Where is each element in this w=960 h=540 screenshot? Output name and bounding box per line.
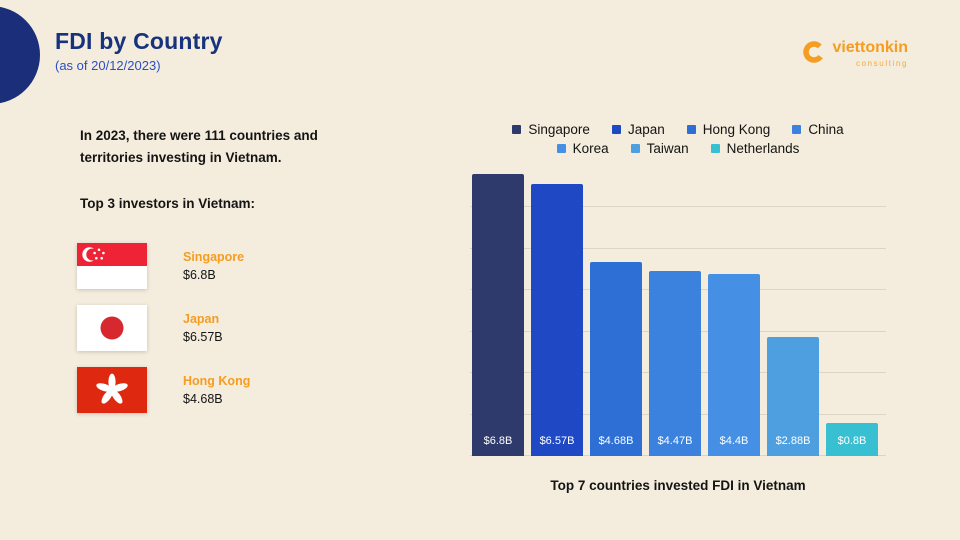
header: FDI by Country (as of 20/12/2023) <box>55 28 223 73</box>
gridline <box>470 247 886 249</box>
singapore-flag-icon <box>77 243 147 289</box>
investor-text: Singapore $6.8B <box>183 250 244 282</box>
investor-row: Singapore $6.8B <box>77 243 250 289</box>
legend-swatch <box>512 125 522 134</box>
bar-singapore: $6.8B <box>472 174 524 456</box>
legend-swatch <box>630 144 640 153</box>
legend-label: Netherlands <box>726 141 800 156</box>
investor-value: $6.8B <box>183 268 216 282</box>
legend-label: Japan <box>627 122 665 137</box>
legend-label: Singapore <box>528 122 590 137</box>
legend-item-netherlands: Netherlands <box>710 141 800 156</box>
legend-swatch <box>710 144 720 153</box>
investor-value: $4.68B <box>183 392 223 406</box>
investor-name: Japan <box>183 312 220 326</box>
gridline <box>470 206 886 208</box>
page-subtitle: (as of 20/12/2023) <box>55 58 161 73</box>
bar-hong-kong: $4.68B <box>590 262 642 456</box>
investor-row: Hong Kong $4.68B <box>77 367 250 413</box>
investor-text: Japan $6.57B <box>183 312 223 344</box>
legend-row: Korea Taiwan Netherlands <box>546 141 811 156</box>
chart-bars: $6.8B $6.57B $4.68B $4.47B $4.4B $2.88B $0.8B <box>472 166 878 456</box>
page-title: FDI by Country <box>55 28 223 54</box>
bar-value-label: $4.68B <box>598 435 634 447</box>
investor-name: Hong Kong <box>183 374 251 388</box>
chart-caption: Top 7 countries invested FDI in Vietnam <box>550 478 806 493</box>
brand-name: viettonkin <box>832 39 908 56</box>
legend-swatch <box>792 125 802 134</box>
legend-label: Taiwan <box>646 141 689 156</box>
brand-logo: viettonkin consulting <box>802 40 908 68</box>
investor-name: Singapore <box>183 250 245 264</box>
legend-item-hong-kong: Hong Kong <box>686 122 771 137</box>
legend-label: Hong Kong <box>702 122 771 137</box>
bar-korea: $4.4B <box>708 273 760 456</box>
chart-panel: Singapore Japan Hong Kong China Korea Taiwan N… <box>470 122 886 493</box>
bar-japan: $6.57B <box>531 183 583 456</box>
hong-kong-flag-icon <box>77 367 147 413</box>
investor-value: $6.57B <box>183 330 223 344</box>
bar-netherlands: $0.8B <box>826 422 878 456</box>
legend-label: Korea <box>572 141 609 156</box>
bar-value-label: $4.47B <box>657 435 693 447</box>
investor-text: Hong Kong $4.68B <box>183 374 250 406</box>
left-panel: In 2023, there were 111 countries and te… <box>80 125 400 211</box>
bar-value-label: $4.4B <box>719 435 749 447</box>
legend-item-taiwan: Taiwan <box>630 141 689 156</box>
bar-value-label: $0.8B <box>837 435 867 447</box>
investors-subheading: Top 3 investors in Vietnam: <box>80 196 256 212</box>
bar-value-label: $6.8B <box>483 435 513 447</box>
brand-tagline: consulting <box>855 59 908 68</box>
brand-text: viettonkin consulting <box>832 39 908 69</box>
legend-swatch <box>556 144 566 153</box>
legend-swatch <box>611 125 621 134</box>
decorative-circle <box>0 6 40 104</box>
legend-label: China <box>808 122 844 137</box>
intro-text: In 2023, there were 111 countries and te… <box>80 128 318 165</box>
japan-flag-icon <box>77 305 147 351</box>
legend-row: Singapore Japan Hong Kong China <box>501 122 854 137</box>
chart-legend: Singapore Japan Hong Kong China Korea Taiwan N… <box>470 122 886 156</box>
legend-item-singapore: Singapore <box>512 122 590 137</box>
investor-row: Japan $6.57B <box>77 305 250 351</box>
bar-chart: $6.8B $6.57B $4.68B $4.47B $4.4B $2.88B $0.8B <box>470 166 886 456</box>
brand-c-icon <box>802 40 826 64</box>
bar-taiwan: $2.88B <box>767 336 819 456</box>
legend-swatch <box>686 125 696 134</box>
legend-item-korea: Korea <box>556 141 609 156</box>
legend-item-china: China <box>792 122 844 137</box>
top-investors-list: Singapore $6.8B Japan $6.57B <box>77 243 250 429</box>
bar-value-label: $2.88B <box>775 435 811 447</box>
bar-china: $4.47B <box>649 270 701 456</box>
bar-value-label: $6.57B <box>539 435 575 447</box>
legend-item-japan: Japan <box>611 122 665 137</box>
